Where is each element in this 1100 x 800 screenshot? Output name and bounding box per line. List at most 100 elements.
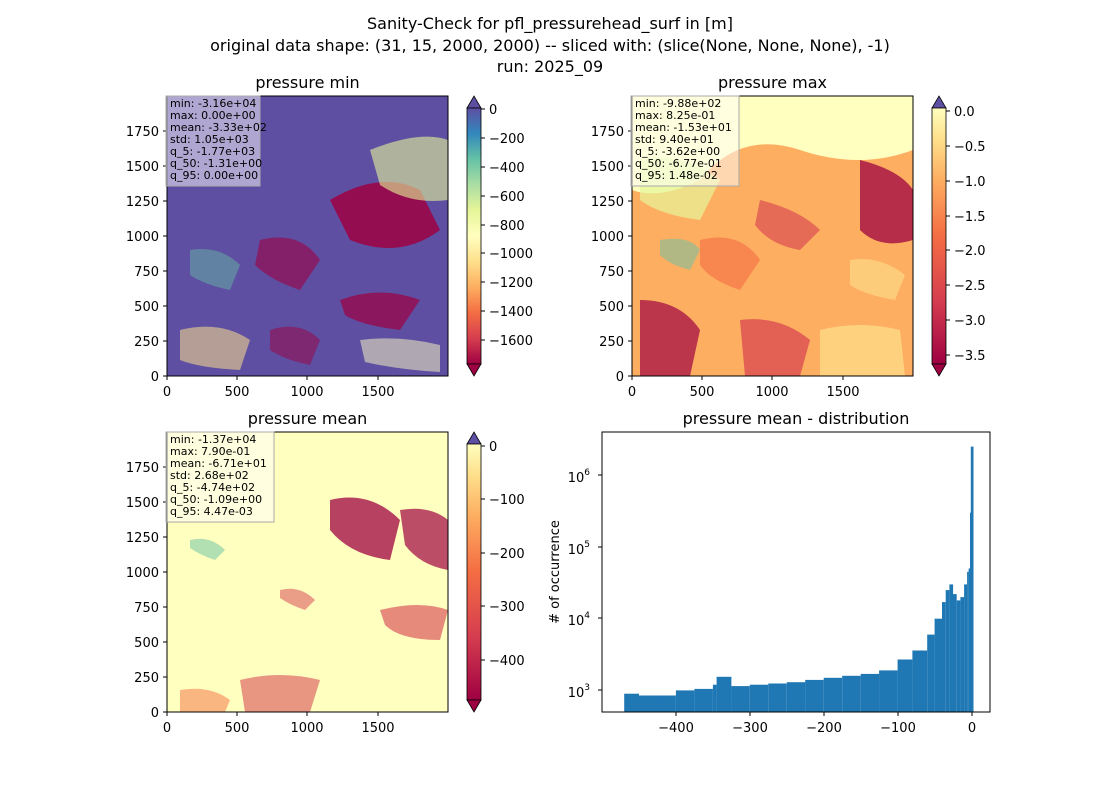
stat-line: max: 7.90e-01 [170,445,250,458]
x-tick-label: −100 [880,721,916,736]
x-axis: −400 −300 −200 −100 0 [658,712,976,736]
colorbar-tick-label: −3.5 [954,349,986,364]
colorbar-tick-label: 0 [489,440,497,455]
histogram-bar [786,682,806,712]
stat-line: min: -3.16e+04 [170,97,256,110]
y-axis-label: # of occurrence [548,520,563,624]
panel-pressure-mean-distribution: pressure mean - distribution −400 −300 −… [548,409,991,736]
y-tick-label: 1500 [591,160,624,175]
histogram-bar [860,673,880,712]
x-tick-label: −400 [658,721,694,736]
histogram-bar [657,695,676,712]
figure-title-line-1: Sanity-Check for pfl_pressurehead_surf i… [367,14,733,34]
histogram-bar [960,597,965,712]
stat-line: q_95: 0.00e+00 [170,169,258,182]
x-tick-label: 1500 [826,385,859,400]
stat-line: mean: -6.71e+01 [170,457,267,470]
heatmap-field [167,96,448,376]
x-tick-label: −300 [732,721,768,736]
y-tick-label: 1000 [126,566,159,581]
y-tick-label: 750 [134,601,159,616]
histogram-bar [712,684,717,712]
y-tick-label: 104 [568,611,591,629]
x-tick-label: 1000 [755,385,788,400]
colorbar-tick-label: −0.5 [954,140,986,155]
x-axis: 0 500 1000 1500 [163,376,395,400]
colorbar-tick-label: −3.0 [954,314,986,329]
y-tick-label: 0 [616,370,624,385]
colorbar-tick-label: −200 [489,132,525,147]
histogram-bar [964,584,968,712]
plot-frame [601,431,991,713]
y-tick-label: 1250 [126,195,159,210]
y-tick-label: 750 [599,265,624,280]
y-tick-label: 250 [599,335,624,350]
colorbar-tick-label: −1.5 [954,210,986,225]
y-tick-label: 0 [151,706,159,721]
histogram-bar [945,590,950,712]
colorbar: 0 −100 −200 −300 −400 [466,431,525,713]
stats-box: min: -1.37e+04 max: 7.90e-01 mean: -6.71… [165,431,275,523]
stat-line: mean: -3.33e+02 [170,121,267,134]
stat-line: max: 8.25e-01 [635,109,715,122]
colorbar-tick-label: −400 [489,161,525,176]
stat-line: q_5: -1.77e+03 [170,145,255,158]
panel-title: pressure max [718,73,827,92]
x-tick-label: 0 [628,385,636,400]
y-tick-label: 1750 [126,461,159,476]
stats-box: min: -9.88e+02 max: 8.25e-01 mean: -1.53… [630,95,740,187]
histogram-bar [805,679,824,712]
histogram-bar [879,670,898,712]
figure-title-line-3: run: 2025_09 [497,57,603,77]
stat-line: max: 0.00e+00 [170,109,256,122]
x-tick-label: 1000 [290,721,323,736]
colorbar-tick-label: −1600 [489,334,533,349]
y-tick-label: 500 [599,300,624,315]
x-tick-label: 1500 [361,385,394,400]
y-tick-label: 250 [134,671,159,686]
histogram-bar [953,594,957,712]
x-axis: 0 500 1000 1500 [163,712,395,736]
stat-line: std: 1.05e+03 [170,133,249,146]
x-tick-label: 0 [163,721,171,736]
y-axis: 0 250 500 750 1000 1250 1500 1750 [126,125,167,385]
histogram-bar [716,676,732,712]
colorbar-tick-label: −100 [489,493,525,508]
colorbar-tick-label: −1400 [489,305,533,320]
histogram-bar [949,584,954,712]
colorbar-tick-label: −2.5 [954,279,986,294]
histogram-bar [897,659,913,712]
stat-line: std: 2.68e+02 [170,469,249,482]
histogram-bar [970,512,971,712]
stat-line: q_50: -1.09e+00 [170,493,262,506]
histogram-bar [942,602,946,712]
stat-line: min: -1.37e+04 [170,433,256,446]
colorbar-tick-label: −1200 [489,276,533,291]
colorbar: 0 −200 −400 −600 −800 −1000 −1200 −1400 … [466,95,533,377]
colorbar: 0.0 −0.5 −1.0 −1.5 −2.0 −2.5 −3.0 −3.5 [931,95,986,377]
stat-line: mean: -1.53e+01 [635,121,732,134]
colorbar-tick-label: 0.0 [954,105,975,120]
histogram-bar [968,568,971,712]
y-tick-label: 750 [134,265,159,280]
colorbar-tick-label: −1000 [489,247,533,262]
histogram-bar [768,683,787,712]
histogram-bar [749,684,769,712]
y-tick-label: 1500 [126,496,159,511]
stat-line: q_50: -6.77e-01 [635,157,722,170]
stat-line: q_95: 1.48e-02 [635,169,718,182]
histogram-bar [927,634,935,712]
x-tick-label: 500 [225,721,250,736]
colorbar-tick-label: −800 [489,219,525,234]
y-tick-label: 1500 [126,160,159,175]
histogram-bar [967,571,969,712]
stat-line: std: 9.40e+01 [635,133,714,146]
panel-title: pressure min [255,73,359,92]
x-tick-label: −200 [806,721,842,736]
figure-title: Sanity-Check for pfl_pressurehead_surf i… [210,14,890,77]
histogram-bar [639,695,658,712]
panel-pressure-mean: pressure mean 0 500 1000 1500 0 250 500 … [126,409,525,736]
stat-line: q_50: -1.31e+00 [170,157,262,170]
y-tick-label: 103 [568,683,590,701]
